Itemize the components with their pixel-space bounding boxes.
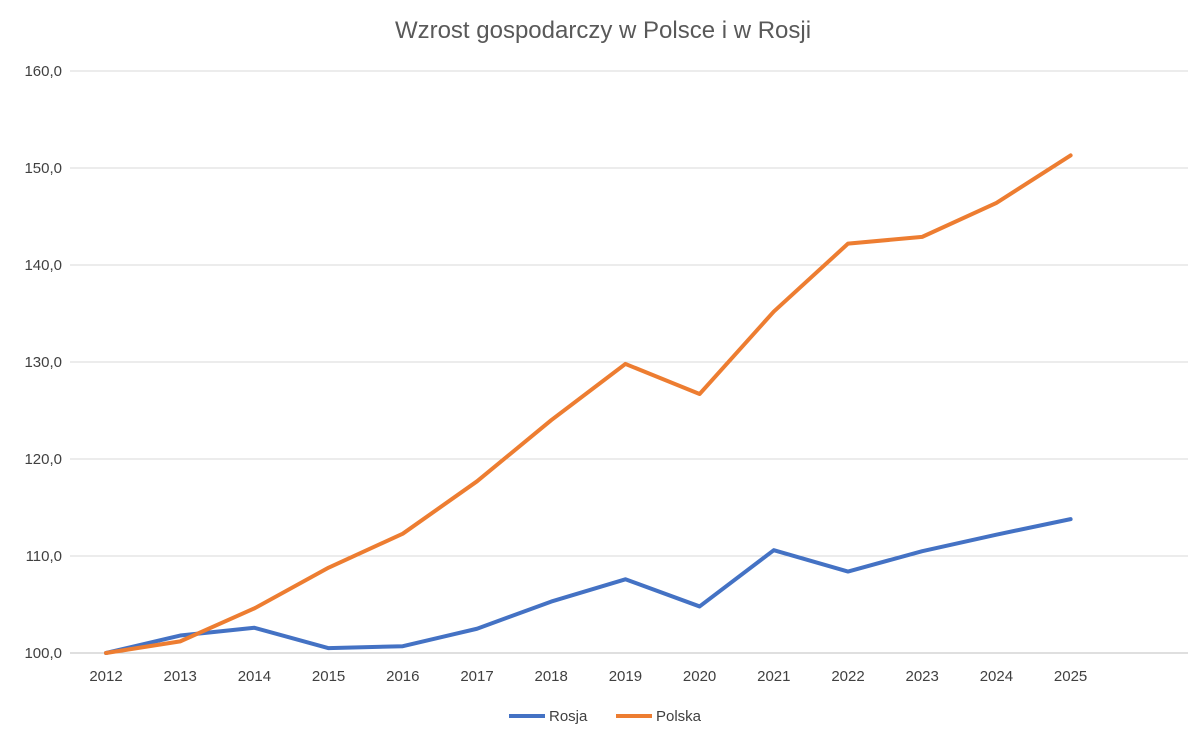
x-tick-label: 2015 [312,668,345,685]
data-point-polska [476,480,478,482]
y-tick-label: 100,0 [24,645,62,662]
data-point-polska [624,363,626,365]
data-point-rosja [402,645,404,647]
data-point-rosja [995,534,997,536]
x-tick-label: 2025 [1054,668,1087,685]
data-point-rosja [921,550,923,552]
data-point-polska [921,236,923,238]
data-point-rosja [328,647,330,649]
chart-title: Wzrost gospodarczy w Polsce i w Rosji [395,17,811,44]
data-point-polska [995,202,997,204]
x-axis-ticks: 2012 2013 2014 2015 2016 2017 2018 2019 2020 2021… [89,668,1087,685]
gridlines [70,70,1188,654]
data-point-polska [179,640,181,642]
data-point-polska [550,419,552,421]
data-point-rosja [773,549,775,551]
data-point-polska [253,607,255,609]
y-tick-label: 150,0 [24,160,62,177]
y-tick-label: 130,0 [24,354,62,371]
data-point-rosja [179,635,181,637]
data-point-polska [773,311,775,313]
legend-label: Rosja [549,708,588,725]
series-lines [104,153,1073,655]
x-tick-label: 2020 [683,668,716,685]
x-tick-label: 2012 [89,668,122,685]
series-line-rosja [104,517,1073,655]
y-tick-label: 110,0 [26,548,62,565]
x-tick-label: 2013 [164,668,197,685]
legend-label: Polska [656,708,702,725]
data-point-rosja [847,571,849,573]
data-point-polska [402,533,404,535]
series-line-polska [104,153,1073,655]
x-tick-label: 2018 [535,668,568,685]
data-point-polska [847,243,849,245]
data-point-polska [105,652,107,654]
y-tick-label: 120,0 [24,451,62,468]
y-tick-label: 140,0 [24,257,62,274]
x-tick-label: 2024 [980,668,1013,685]
data-point-rosja [550,601,552,603]
x-tick-label: 2019 [609,668,642,685]
y-tick-label: 160,0 [24,63,62,80]
x-tick-label: 2022 [831,668,864,685]
data-point-polska [328,567,330,569]
data-point-rosja [253,627,255,629]
x-tick-label: 2017 [460,668,493,685]
x-tick-label: 2023 [906,668,939,685]
data-point-rosja [624,578,626,580]
data-point-rosja [1070,518,1072,520]
x-tick-label: 2014 [238,668,271,685]
legend: Rosja Polska [509,708,702,725]
y-axis-ticks: 100,0 110,0 120,0 130,0 140,0 150,0 160,0 [24,63,62,662]
data-point-rosja [699,605,701,607]
data-point-polska [1070,154,1072,156]
data-point-rosja [476,628,478,630]
data-point-polska [699,393,701,395]
x-tick-label: 2021 [757,668,790,685]
x-tick-label: 2016 [386,668,419,685]
